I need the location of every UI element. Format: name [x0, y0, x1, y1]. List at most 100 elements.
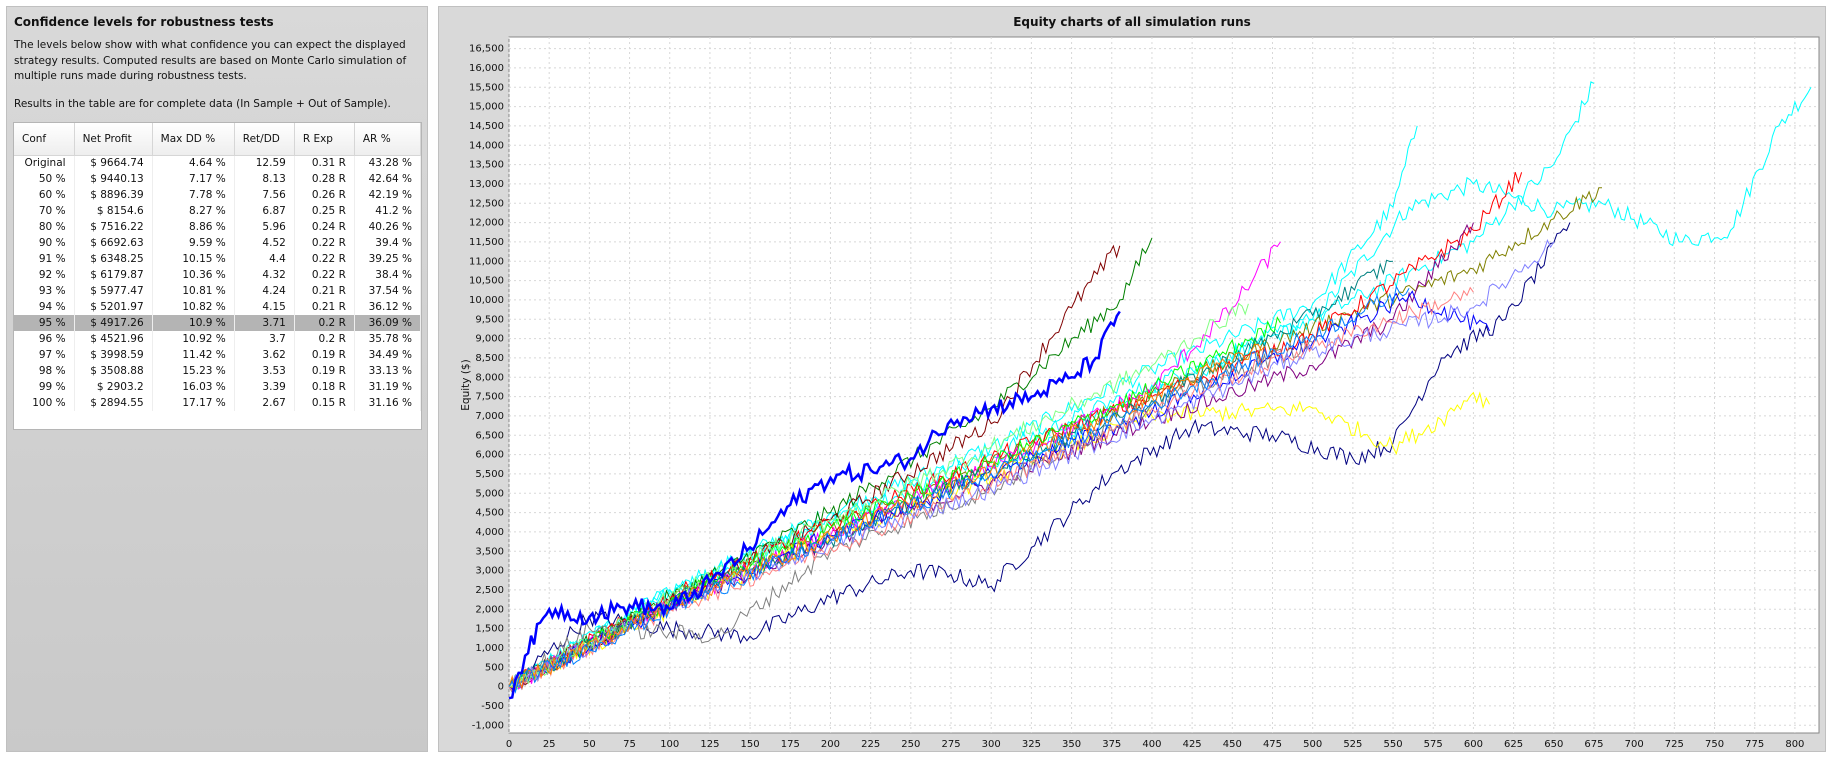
- table-cell: 3.62: [234, 347, 295, 363]
- x-tick-label: 350: [1062, 739, 1081, 750]
- equity-line: [508, 302, 1249, 691]
- x-tick-label: 800: [1785, 739, 1804, 750]
- table-row[interactable]: Original $ 9664.74 4.64 % 12.59 0.31 R 43.28 …: [14, 155, 422, 171]
- table-cell: 42.64 %: [354, 171, 422, 187]
- table-cell: $ 8154.6: [74, 203, 153, 219]
- table-cell: 60 %: [14, 187, 75, 203]
- table-cell: 0.22 R: [294, 251, 355, 267]
- table-cell: 15.23 %: [152, 363, 235, 379]
- table-cell: $ 2894.55: [74, 395, 153, 411]
- table-cell: 10.92 %: [152, 331, 235, 347]
- y-tick-label: 16,500: [469, 44, 504, 55]
- table-cell: 0.31 R: [294, 155, 355, 171]
- table-cell: 90 %: [14, 235, 75, 251]
- y-tick-label: 5,500: [475, 469, 504, 480]
- table-row[interactable]: 95 % $ 4917.26 10.9 % 3.71 0.2 R 36.09 %: [14, 315, 422, 331]
- table-cell: 4.24: [234, 283, 295, 299]
- table-cell: 35.78 %: [354, 331, 422, 347]
- column-header[interactable]: Ret/DD: [234, 123, 295, 156]
- x-tick-label: 75: [623, 739, 636, 750]
- y-tick-label: 11,500: [469, 237, 504, 248]
- table-row[interactable]: 91 % $ 6348.25 10.15 % 4.4 0.22 R 39.25 %: [14, 251, 422, 267]
- y-tick-label: 13,000: [469, 179, 504, 190]
- column-header[interactable]: Net Profit: [74, 123, 153, 156]
- column-header[interactable]: Conf: [14, 123, 75, 156]
- table-row[interactable]: 80 % $ 7516.22 8.86 % 5.96 0.24 R 40.26 %: [14, 219, 422, 235]
- table-cell: $ 6348.25: [74, 251, 153, 267]
- equity-line: [509, 171, 1523, 688]
- x-tick-label: 250: [901, 739, 920, 750]
- table-cell: $ 2903.2: [74, 379, 153, 395]
- y-tick-label: 9,000: [475, 334, 504, 345]
- y-tick-label: 4,500: [475, 508, 504, 519]
- table-cell: Original: [14, 155, 75, 171]
- table-row[interactable]: 60 % $ 8896.39 7.78 % 7.56 0.26 R 42.19 %: [14, 187, 422, 203]
- table-row[interactable]: 99 % $ 2903.2 16.03 % 3.39 0.18 R 31.19 %: [14, 379, 422, 395]
- table-cell: 7.78 %: [152, 187, 235, 203]
- table-row[interactable]: 93 % $ 5977.47 10.81 % 4.24 0.21 R 37.54 %: [14, 283, 422, 299]
- table-cell: 98 %: [14, 363, 75, 379]
- table-cell: 37.54 %: [354, 283, 422, 299]
- y-tick-label: 13,500: [469, 160, 504, 171]
- table-cell: 42.19 %: [354, 187, 422, 203]
- table-cell: 100 %: [14, 395, 75, 411]
- table-cell: 0.25 R: [294, 203, 355, 219]
- x-tick-label: 550: [1384, 739, 1403, 750]
- table-row[interactable]: 50 % $ 9440.13 7.17 % 8.13 0.28 R 42.64 %: [14, 171, 422, 187]
- equity-line: [508, 87, 1812, 688]
- table-cell: 36.09 %: [354, 315, 422, 331]
- table-row[interactable]: 100 % $ 2894.55 17.17 % 2.67 0.15 R 31.16 %: [14, 395, 422, 411]
- x-tick-label: 275: [941, 739, 960, 750]
- table-row[interactable]: 90 % $ 6692.63 9.59 % 4.52 0.22 R 39.4 %: [14, 235, 422, 251]
- table-row[interactable]: 94 % $ 5201.97 10.82 % 4.15 0.21 R 36.12 %: [14, 299, 422, 315]
- table-row[interactable]: 97 % $ 3998.59 11.42 % 3.62 0.19 R 34.49 %: [14, 347, 422, 363]
- y-tick-label: 6,000: [475, 450, 504, 461]
- table-cell: $ 3508.88: [74, 363, 153, 379]
- table-cell: 3.7: [234, 331, 295, 347]
- x-tick-label: 775: [1745, 739, 1764, 750]
- column-header[interactable]: Max DD %: [152, 123, 235, 156]
- table-row[interactable]: 98 % $ 3508.88 15.23 % 3.53 0.19 R 33.13 %: [14, 363, 422, 379]
- table-cell: 0.19 R: [294, 363, 355, 379]
- x-tick-label: 0: [506, 739, 512, 750]
- x-tick-label: 325: [1022, 739, 1041, 750]
- table-cell: 31.16 %: [354, 395, 422, 411]
- table-cell: $ 7516.22: [74, 219, 153, 235]
- x-tick-label: 525: [1343, 739, 1362, 750]
- y-tick-label: 7,500: [475, 392, 504, 403]
- y-tick-label: 5,000: [475, 488, 504, 499]
- column-header[interactable]: AR %: [354, 123, 422, 156]
- x-tick-label: 50: [583, 739, 596, 750]
- column-header[interactable]: R Exp: [294, 123, 355, 156]
- table-cell: 7.17 %: [152, 171, 235, 187]
- table-cell: 0.21 R: [294, 299, 355, 315]
- y-tick-label: 1,500: [475, 624, 504, 635]
- table-row[interactable]: 92 % $ 6179.87 10.36 % 4.32 0.22 R 38.4 %: [14, 267, 422, 283]
- table-cell: 43.28 %: [354, 155, 422, 171]
- table-cell: 96 %: [14, 331, 75, 347]
- table-row[interactable]: 70 % $ 8154.6 8.27 % 6.87 0.25 R 41.2 %: [14, 203, 422, 219]
- table-cell: 41.2 %: [354, 203, 422, 219]
- table-cell: 0.21 R: [294, 283, 355, 299]
- table-cell: 3.39: [234, 379, 295, 395]
- table-row[interactable]: 96 % $ 4521.96 10.92 % 3.7 0.2 R 35.78 %: [14, 331, 422, 347]
- y-tick-label: 4,000: [475, 527, 504, 538]
- table-header-row: Conf Net Profit Max DD % Ret/DD R Exp AR %: [14, 123, 422, 156]
- y-tick-label: 2,000: [475, 604, 504, 615]
- table-cell: 95 %: [14, 315, 75, 331]
- x-tick-label: 750: [1705, 739, 1724, 750]
- table-cell: 0.2 R: [294, 331, 355, 347]
- chart-title: Equity charts of all simulation runs: [1013, 15, 1251, 29]
- table-cell: 8.13: [234, 171, 295, 187]
- x-tick-label: 375: [1102, 739, 1121, 750]
- x-tick-label: 700: [1625, 739, 1644, 750]
- x-tick-label: 175: [781, 739, 800, 750]
- table-cell: 39.4 %: [354, 235, 422, 251]
- table-cell: 4.52: [234, 235, 295, 251]
- y-tick-label: 6,500: [475, 430, 504, 441]
- table-cell: 36.12 %: [354, 299, 422, 315]
- table-cell: 17.17 %: [152, 395, 235, 411]
- y-tick-label: 8,500: [475, 353, 504, 364]
- table-cell: 4.15: [234, 299, 295, 315]
- table-cell: 12.59: [234, 155, 295, 171]
